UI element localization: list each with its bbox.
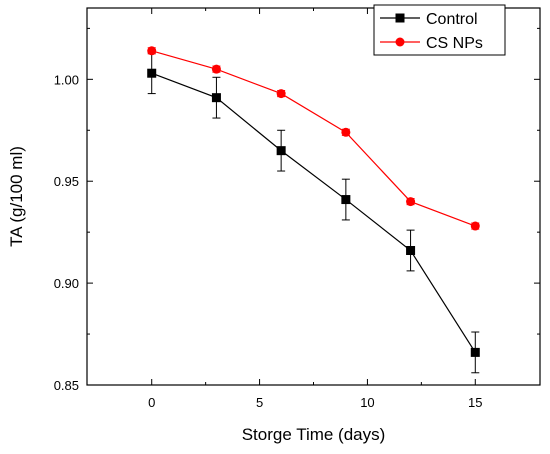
data-point: [470, 347, 480, 357]
data-point: [147, 46, 157, 56]
x-tick-label: 15: [468, 395, 482, 410]
plot-frame: [86, 7, 541, 386]
data-point: [211, 93, 221, 103]
y-tick-label: 1.00: [54, 72, 79, 87]
series-cs-nps: [147, 46, 480, 231]
data-point: [406, 246, 416, 256]
data-point: [211, 64, 221, 74]
legend-marker: [395, 13, 405, 23]
series-control: [147, 52, 480, 374]
legend: Control CS NPs: [373, 4, 506, 56]
data-point: [147, 68, 157, 78]
series-line-control: [151, 72, 476, 353]
legend-label: Control: [426, 11, 478, 28]
x-tick-label: 5: [256, 395, 263, 410]
x-tick-label: 10: [360, 395, 374, 410]
legend-label: CS NPs: [426, 35, 483, 52]
legend-marker: [395, 37, 405, 47]
legend-box: [373, 4, 506, 56]
legend-item-cs-nps: CS NPs: [380, 35, 483, 52]
y-tick-label: 0.95: [54, 174, 79, 189]
legend-item-control: Control: [380, 11, 478, 28]
y-tick-label: 0.90: [54, 276, 79, 291]
axis-ticks: 0 5 10 15 0.85 0.90 0.95 1.00: [54, 8, 540, 410]
data-point: [341, 127, 351, 137]
series-layer: [147, 46, 480, 374]
data-point: [276, 89, 286, 99]
y-tick-label: 0.85: [54, 378, 79, 393]
data-point: [276, 146, 286, 156]
data-point: [406, 197, 416, 207]
x-tick-label: 0: [148, 395, 155, 410]
data-point: [341, 195, 351, 205]
x-axis-title: Storge Time (days): [242, 425, 386, 444]
plot-border: [86, 7, 541, 386]
data-point: [470, 221, 480, 231]
series-line-cs-nps: [151, 50, 476, 227]
y-axis-title: TA (g/100 ml): [7, 146, 26, 247]
